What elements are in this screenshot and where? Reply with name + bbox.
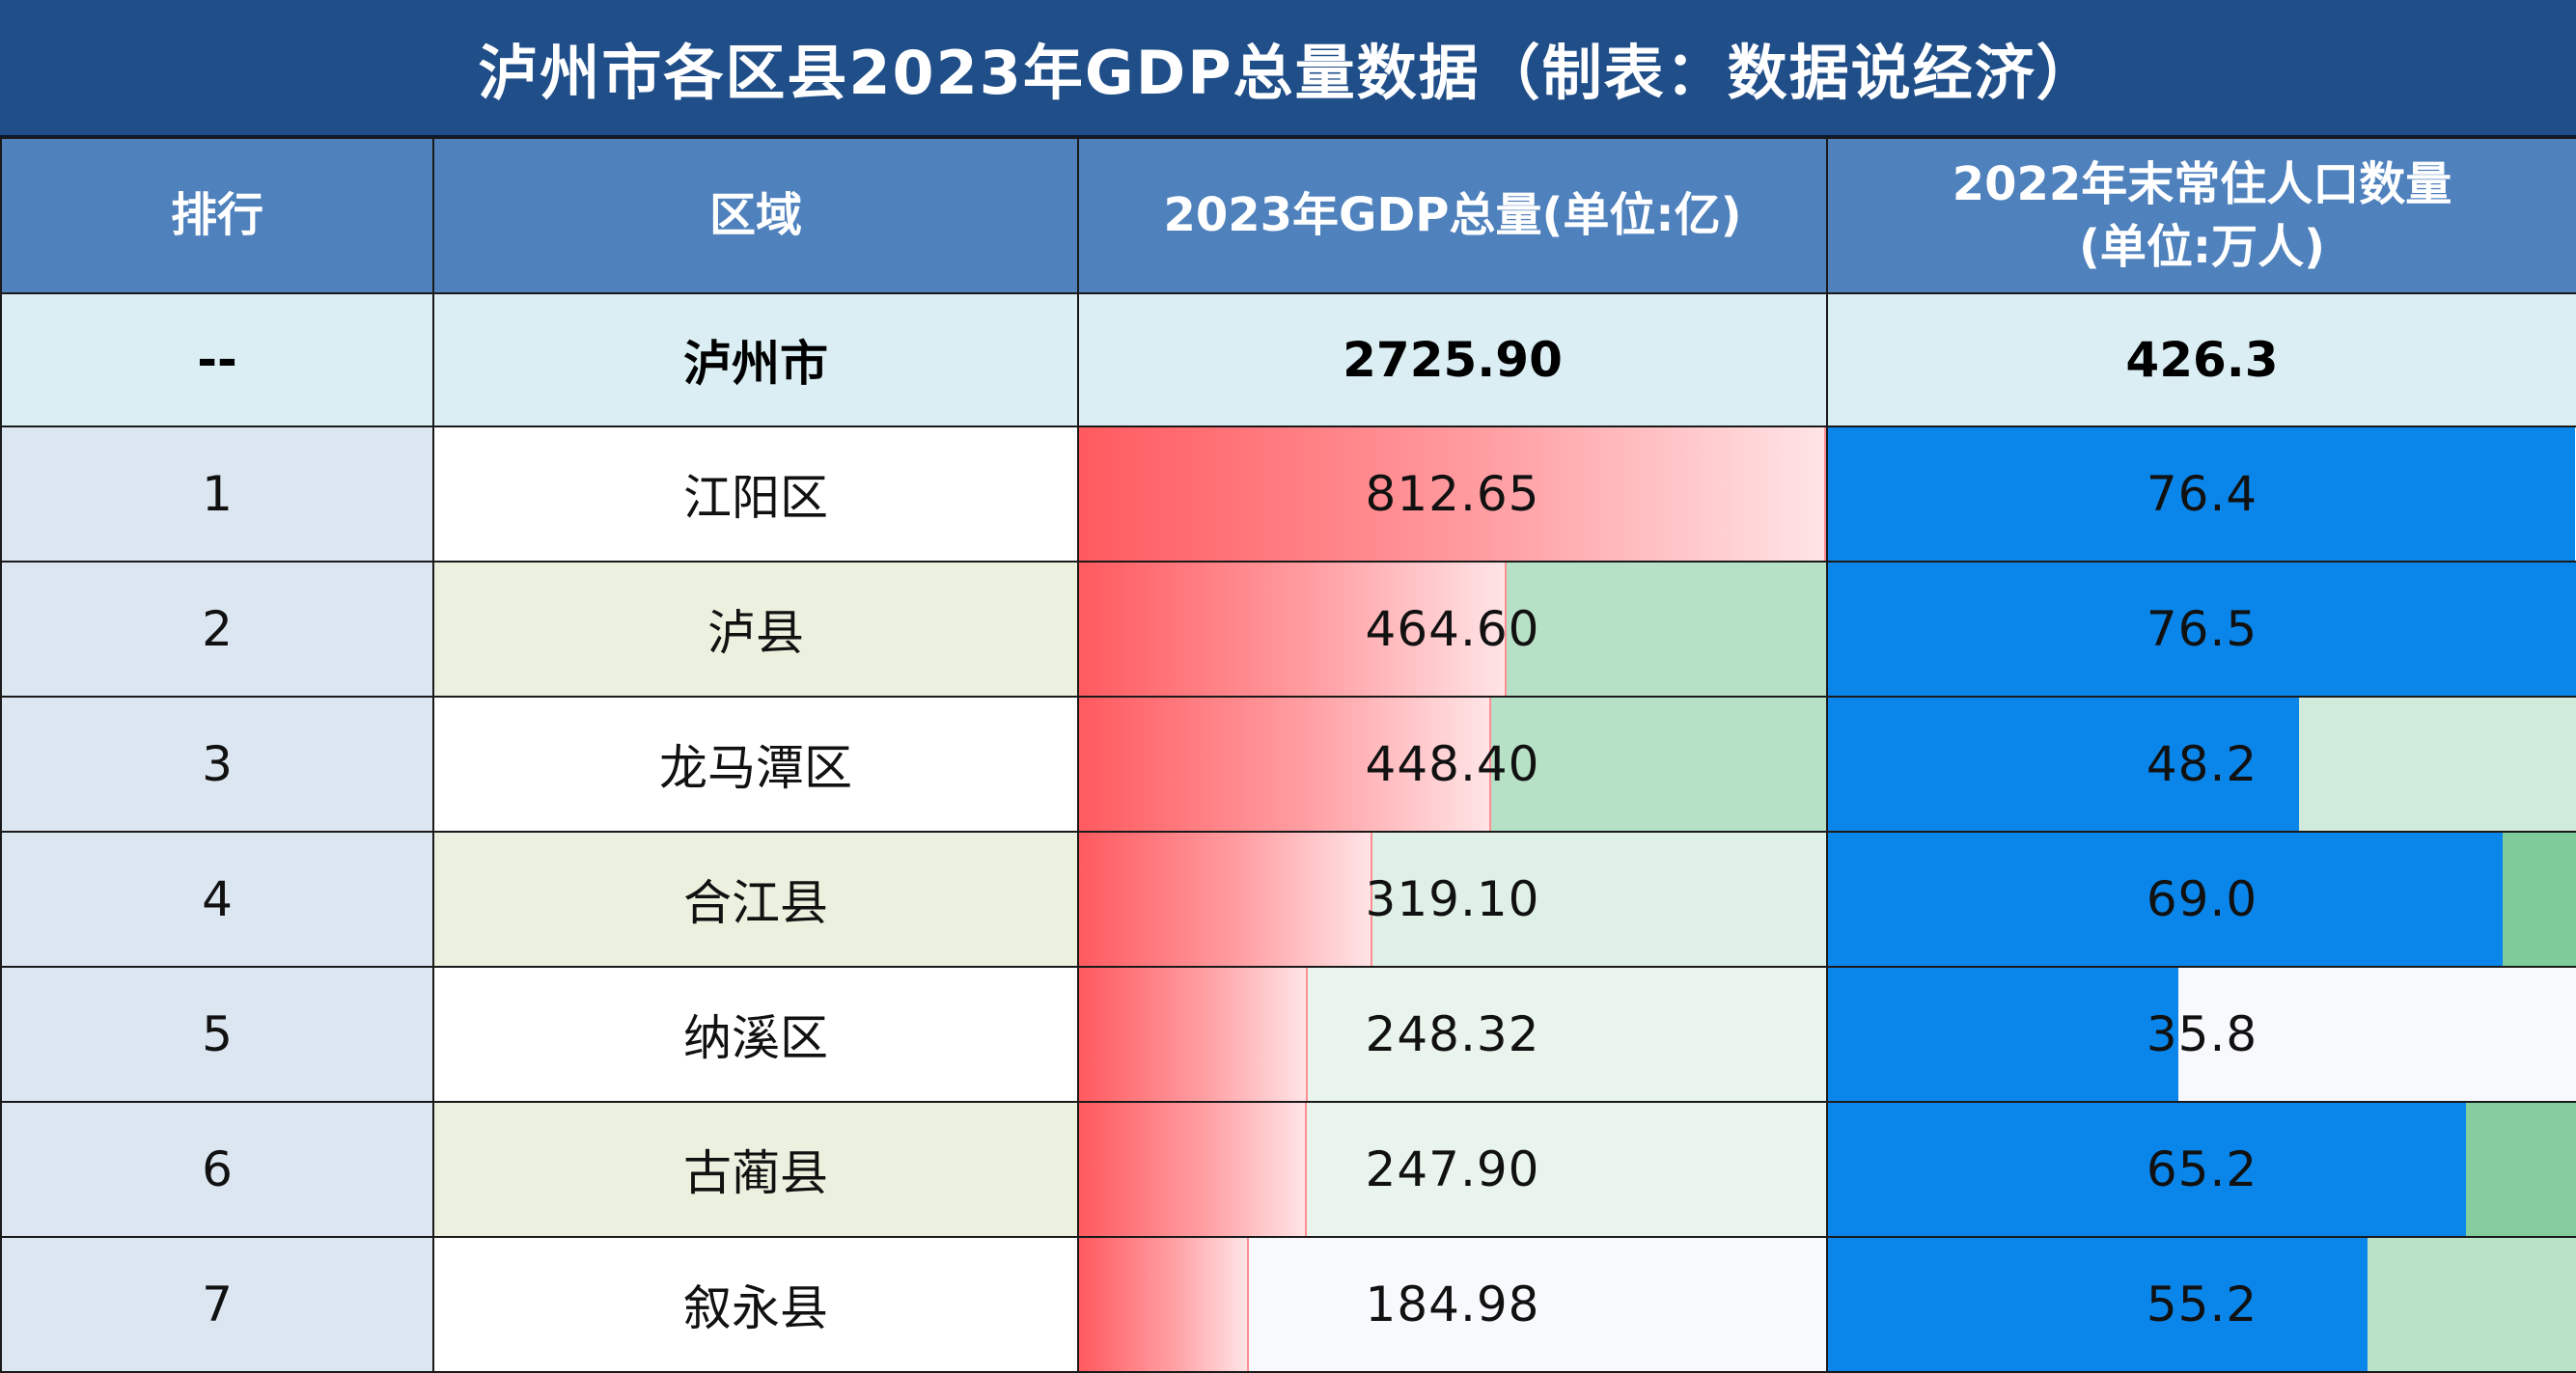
- population-data-bar: [1829, 834, 2504, 965]
- population-value: 48.2: [2146, 736, 2258, 792]
- population-cell: 48.2: [1826, 696, 2576, 833]
- header-gdp: 2023年GDP总量(单位:亿): [1077, 137, 1828, 294]
- gdp-data-bar: [1080, 969, 1308, 1100]
- gdp-cell: 248.32: [1077, 966, 1828, 1103]
- gdp-value: 464.60: [1365, 601, 1540, 657]
- gdp-cell: 247.90: [1077, 1101, 1828, 1238]
- region-cell: 江阳区: [432, 426, 1079, 563]
- population-value: 69.0: [2146, 871, 2258, 927]
- population-data-bar: [1829, 1239, 2368, 1370]
- region-cell: 泸县: [432, 561, 1079, 698]
- population-cell: 69.0: [1826, 831, 2576, 968]
- table-row: 7 叙永县 184.98 55.2: [0, 1236, 2576, 1373]
- header-population-line2: (单位:万人): [2078, 219, 2326, 274]
- population-cell: 65.2: [1826, 1101, 2576, 1238]
- gdp-data-bar: [1080, 1239, 1250, 1370]
- population-value: 76.4: [2146, 466, 2258, 522]
- gdp-value: 319.10: [1365, 871, 1540, 927]
- gdp-data-bar: [1080, 1104, 1308, 1235]
- total-gdp: 2725.90: [1077, 292, 1828, 427]
- gdp-cell: 184.98: [1077, 1236, 1828, 1373]
- region-cell: 龙马潭区: [432, 696, 1079, 833]
- header-population: 2022年末常住人口数量 (单位:万人): [1826, 137, 2576, 294]
- gdp-cell: 319.10: [1077, 831, 1828, 968]
- total-row: -- 泸州市 2725.90 426.3: [0, 292, 2576, 427]
- population-data-bar: [1829, 699, 2300, 830]
- table-row: 6 古蔺县 247.90 65.2: [0, 1101, 2576, 1238]
- gdp-data-bar: [1080, 563, 1507, 695]
- gdp-value: 812.65: [1365, 466, 1540, 522]
- rank-cell: 6: [0, 1101, 434, 1238]
- table-title: 泸州市各区县2023年GDP总量数据（制表：数据说经济）: [0, 0, 2576, 137]
- gdp-value: 184.98: [1365, 1277, 1540, 1332]
- population-cell: 55.2: [1826, 1236, 2576, 1373]
- gdp-data-bar: [1080, 834, 1372, 965]
- rank-cell: 5: [0, 966, 434, 1103]
- rank-cell: 4: [0, 831, 434, 968]
- total-population: 426.3: [1826, 292, 2576, 427]
- population-value: 76.5: [2146, 601, 2258, 657]
- population-cell: 35.8: [1826, 966, 2576, 1103]
- rank-cell: 7: [0, 1236, 434, 1373]
- gdp-value: 248.32: [1365, 1006, 1540, 1062]
- rank-cell: 1: [0, 426, 434, 563]
- population-cell: 76.5: [1826, 561, 2576, 698]
- gdp-cell: 464.60: [1077, 561, 1828, 698]
- population-value: 35.8: [2146, 1006, 2258, 1062]
- gdp-cell: 448.40: [1077, 696, 1828, 833]
- population-data-bar: [1829, 1104, 2466, 1235]
- gdp-value: 448.40: [1365, 736, 1540, 792]
- population-data-bar: [1829, 969, 2178, 1100]
- region-cell: 叙永县: [432, 1236, 1079, 1373]
- rank-cell: 3: [0, 696, 434, 833]
- table-row: 5 纳溪区 248.32 35.8: [0, 966, 2576, 1103]
- gdp-cell: 812.65: [1077, 426, 1828, 563]
- header-population-line1: 2022年末常住人口数量: [1952, 156, 2452, 211]
- table-row: 3 龙马潭区 448.40 48.2: [0, 696, 2576, 833]
- population-cell: 76.4: [1826, 426, 2576, 563]
- total-region: 泸州市: [432, 292, 1079, 427]
- population-data-bar: [1829, 563, 2575, 695]
- gdp-table: 排行 区域 2023年GDP总量(单位:亿) 2022年末常住人口数量 (单位:…: [0, 137, 2576, 1373]
- table-row: 2 泸县 464.60 76.5: [0, 561, 2576, 698]
- table-row: 1 江阳区 812.65 76.4: [0, 426, 2576, 563]
- header-rank: 排行: [0, 137, 434, 294]
- population-data-bar: [1829, 428, 2575, 560]
- region-cell: 纳溪区: [432, 966, 1079, 1103]
- gdp-data-bar: [1080, 699, 1492, 830]
- total-rank: --: [0, 292, 434, 427]
- region-cell: 合江县: [432, 831, 1079, 968]
- population-value: 55.2: [2146, 1277, 2258, 1332]
- header-row: 排行 区域 2023年GDP总量(单位:亿) 2022年末常住人口数量 (单位:…: [0, 137, 2576, 294]
- gdp-data-bar: [1080, 428, 1825, 560]
- population-value: 65.2: [2146, 1141, 2258, 1197]
- table-row: 4 合江县 319.10 69.0: [0, 831, 2576, 968]
- header-region: 区域: [432, 137, 1079, 294]
- rank-cell: 2: [0, 561, 434, 698]
- region-cell: 古蔺县: [432, 1101, 1079, 1238]
- gdp-value: 247.90: [1365, 1141, 1540, 1197]
